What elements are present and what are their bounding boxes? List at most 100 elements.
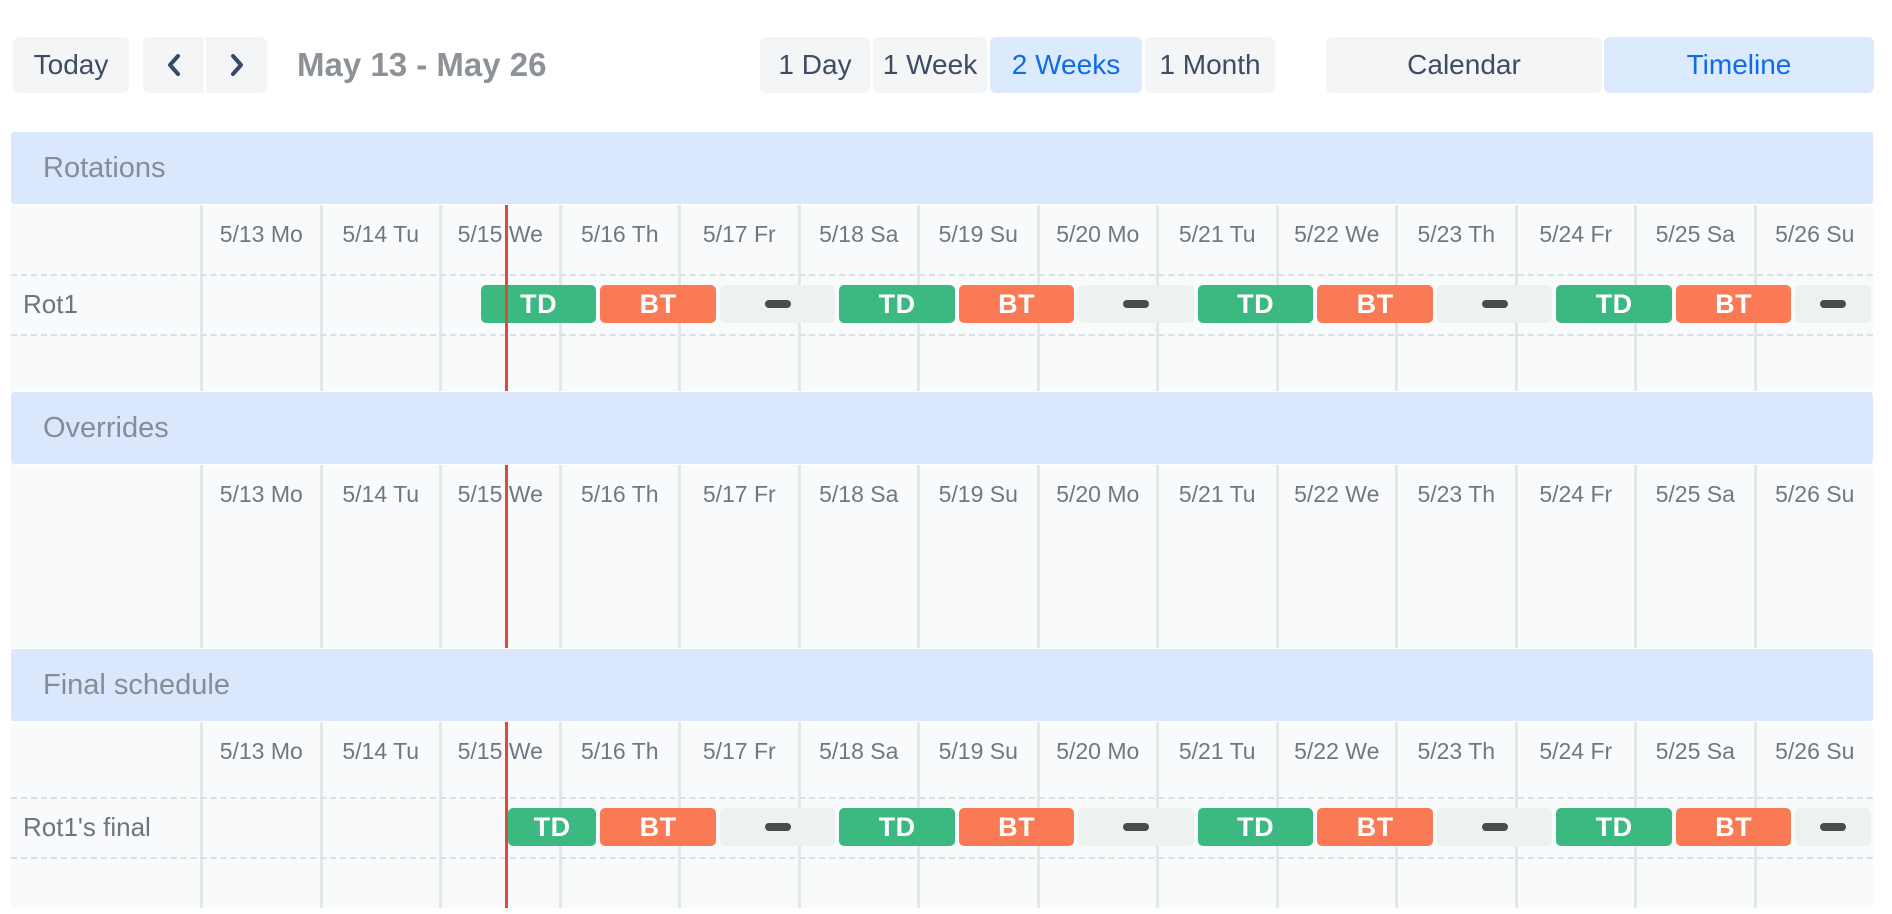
day-header-cell: 5/26 Su [1775, 221, 1855, 247]
day-column: 5/25 Sa [1634, 465, 1754, 648]
day-header-cell: 5/26 Su [1775, 481, 1855, 507]
day-header-cell: 5/25 Sa [1655, 481, 1735, 507]
shift-bar-bt[interactable]: BT [1675, 808, 1792, 846]
day-column: 5/13 Mo [200, 205, 320, 391]
day-header-cell: 5/20 Mo [1056, 221, 1140, 247]
gap-dash-icon [1481, 823, 1508, 831]
day-column: 5/14 Tu [319, 722, 440, 908]
day-column: 5/22 We [1275, 465, 1396, 648]
day-header-cell: 5/25 Sa [1655, 738, 1735, 764]
section-header-final-schedule: Final schedule [11, 649, 1873, 721]
day-header-cell: 5/17 Fr [702, 221, 776, 247]
day-header-cell: 5/14 Tu [342, 481, 420, 507]
shift-bar-bt[interactable]: BT [600, 808, 716, 846]
day-header-cell: 5/17 Fr [702, 738, 776, 764]
day-header-cell: 5/16 Th [580, 221, 659, 247]
shift-bar-td[interactable]: TD [1197, 285, 1314, 323]
day-column: 5/16 Th [558, 465, 679, 648]
day-header-cell: 5/21 Tu [1178, 738, 1256, 764]
now-line [504, 722, 508, 908]
section-title: Final schedule [43, 668, 230, 701]
day-header-cell: 5/18 Sa [819, 221, 899, 247]
shift-bar-gap [1436, 285, 1553, 323]
chevron-right-icon [229, 53, 245, 77]
mode-timeline-button[interactable]: Timeline [1604, 37, 1874, 93]
day-header-cell: 5/16 Th [580, 481, 659, 507]
view-1-week-button[interactable]: 1 Week [873, 37, 987, 93]
view-1-month-button[interactable]: 1 Month [1145, 37, 1275, 93]
gap-dash-icon [1820, 823, 1847, 831]
timeline-sections: Rotations 5/13 Mo 5/14 Tu 5/15 We 5/16 Th 5/1… [11, 132, 1873, 908]
row-separator [11, 857, 1873, 859]
day-header-cell: 5/22 We [1294, 738, 1380, 764]
mode-calendar-button[interactable]: Calendar [1326, 37, 1602, 93]
section-header-rotations: Rotations [11, 132, 1873, 204]
day-column: 5/18 Sa [797, 465, 918, 648]
day-header-cell: 5/23 Th [1417, 221, 1496, 247]
row-separator [11, 797, 1873, 799]
shift-bar-td[interactable]: TD [507, 808, 597, 846]
day-column: 5/17 Fr [678, 465, 798, 648]
shift-bar-td[interactable]: TD [1556, 285, 1672, 323]
gap-dash-icon [1820, 300, 1847, 308]
day-header-cell: 5/18 Sa [819, 738, 899, 764]
shift-bar-td[interactable]: TD [839, 808, 955, 846]
day-column: 5/19 Su [917, 465, 1037, 648]
day-column: 5/20 Mo [1036, 465, 1157, 648]
chevron-left-icon [166, 53, 182, 77]
day-header-cell: 5/15 We [457, 481, 543, 507]
gap-dash-icon [1123, 300, 1150, 308]
day-column: 5/14 Tu [319, 465, 440, 648]
row-separator [11, 334, 1873, 336]
section-title: Overrides [43, 411, 169, 444]
day-column: 5/14 Tu [319, 205, 440, 391]
day-header-cell: 5/13 Mo [219, 738, 303, 764]
row-label: Rot1's final [23, 811, 151, 842]
gap-dash-icon [764, 300, 791, 308]
shift-bar-bt[interactable]: BT [600, 285, 716, 323]
day-column: 5/13 Mo [200, 465, 320, 648]
section-grid-overrides: 5/13 Mo 5/14 Tu 5/15 We 5/16 Th 5/17 Fr 5/18 … [11, 465, 1873, 648]
shift-bar-bt[interactable]: BT [958, 808, 1075, 846]
day-header-cell: 5/16 Th [580, 738, 659, 764]
day-header-cell: 5/13 Mo [219, 481, 303, 507]
shift-bar-gap [1078, 285, 1194, 323]
day-header-cell: 5/18 Sa [819, 481, 899, 507]
gap-dash-icon [764, 823, 791, 831]
day-header-cell: 5/21 Tu [1178, 481, 1256, 507]
section-grid-rotations: 5/13 Mo 5/14 Tu 5/15 We 5/16 Th 5/17 Fr 5/18 … [11, 205, 1873, 391]
shift-bar-bt[interactable]: BT [1317, 285, 1433, 323]
shift-bar-td[interactable]: TD [480, 285, 597, 323]
day-column: 5/15 We [439, 722, 559, 908]
view-1-day-button[interactable]: 1 Day [760, 37, 870, 93]
day-header-cell: 5/14 Tu [342, 738, 420, 764]
row-label: Rot1 [23, 288, 78, 319]
shift-bar-gap [1795, 285, 1871, 323]
shift-bar-td[interactable]: TD [1197, 808, 1314, 846]
day-header-cell: 5/24 Fr [1539, 481, 1613, 507]
view-2-weeks-button[interactable]: 2 Weeks [990, 37, 1142, 93]
shift-bar-gap [719, 285, 836, 323]
day-column: 5/23 Th [1395, 465, 1515, 648]
day-column: 5/13 Mo [200, 722, 320, 908]
day-header-cell: 5/24 Fr [1539, 738, 1613, 764]
shift-bar-bt[interactable]: BT [958, 285, 1075, 323]
day-header-cell: 5/19 Su [938, 481, 1018, 507]
day-column: 5/24 Fr [1514, 465, 1635, 648]
shift-bar-gap [719, 808, 836, 846]
day-column: 5/15 We [439, 465, 559, 648]
day-column: 5/15 We [439, 205, 559, 391]
shift-bar-bt[interactable]: BT [1317, 808, 1433, 846]
shift-bar-bt[interactable]: BT [1675, 285, 1792, 323]
next-period-button[interactable] [206, 37, 267, 93]
shift-bar-gap [1436, 808, 1553, 846]
shift-bar-td[interactable]: TD [839, 285, 955, 323]
today-button[interactable]: Today [13, 37, 129, 93]
day-header-cell: 5/15 We [457, 221, 543, 247]
date-range-title: May 13 - May 26 [297, 46, 547, 83]
shift-bar-gap [1078, 808, 1194, 846]
prev-period-button[interactable] [143, 37, 204, 93]
day-header-cell: 5/20 Mo [1056, 481, 1140, 507]
shift-bar-td[interactable]: TD [1556, 808, 1672, 846]
day-header-cell: 5/13 Mo [219, 221, 303, 247]
